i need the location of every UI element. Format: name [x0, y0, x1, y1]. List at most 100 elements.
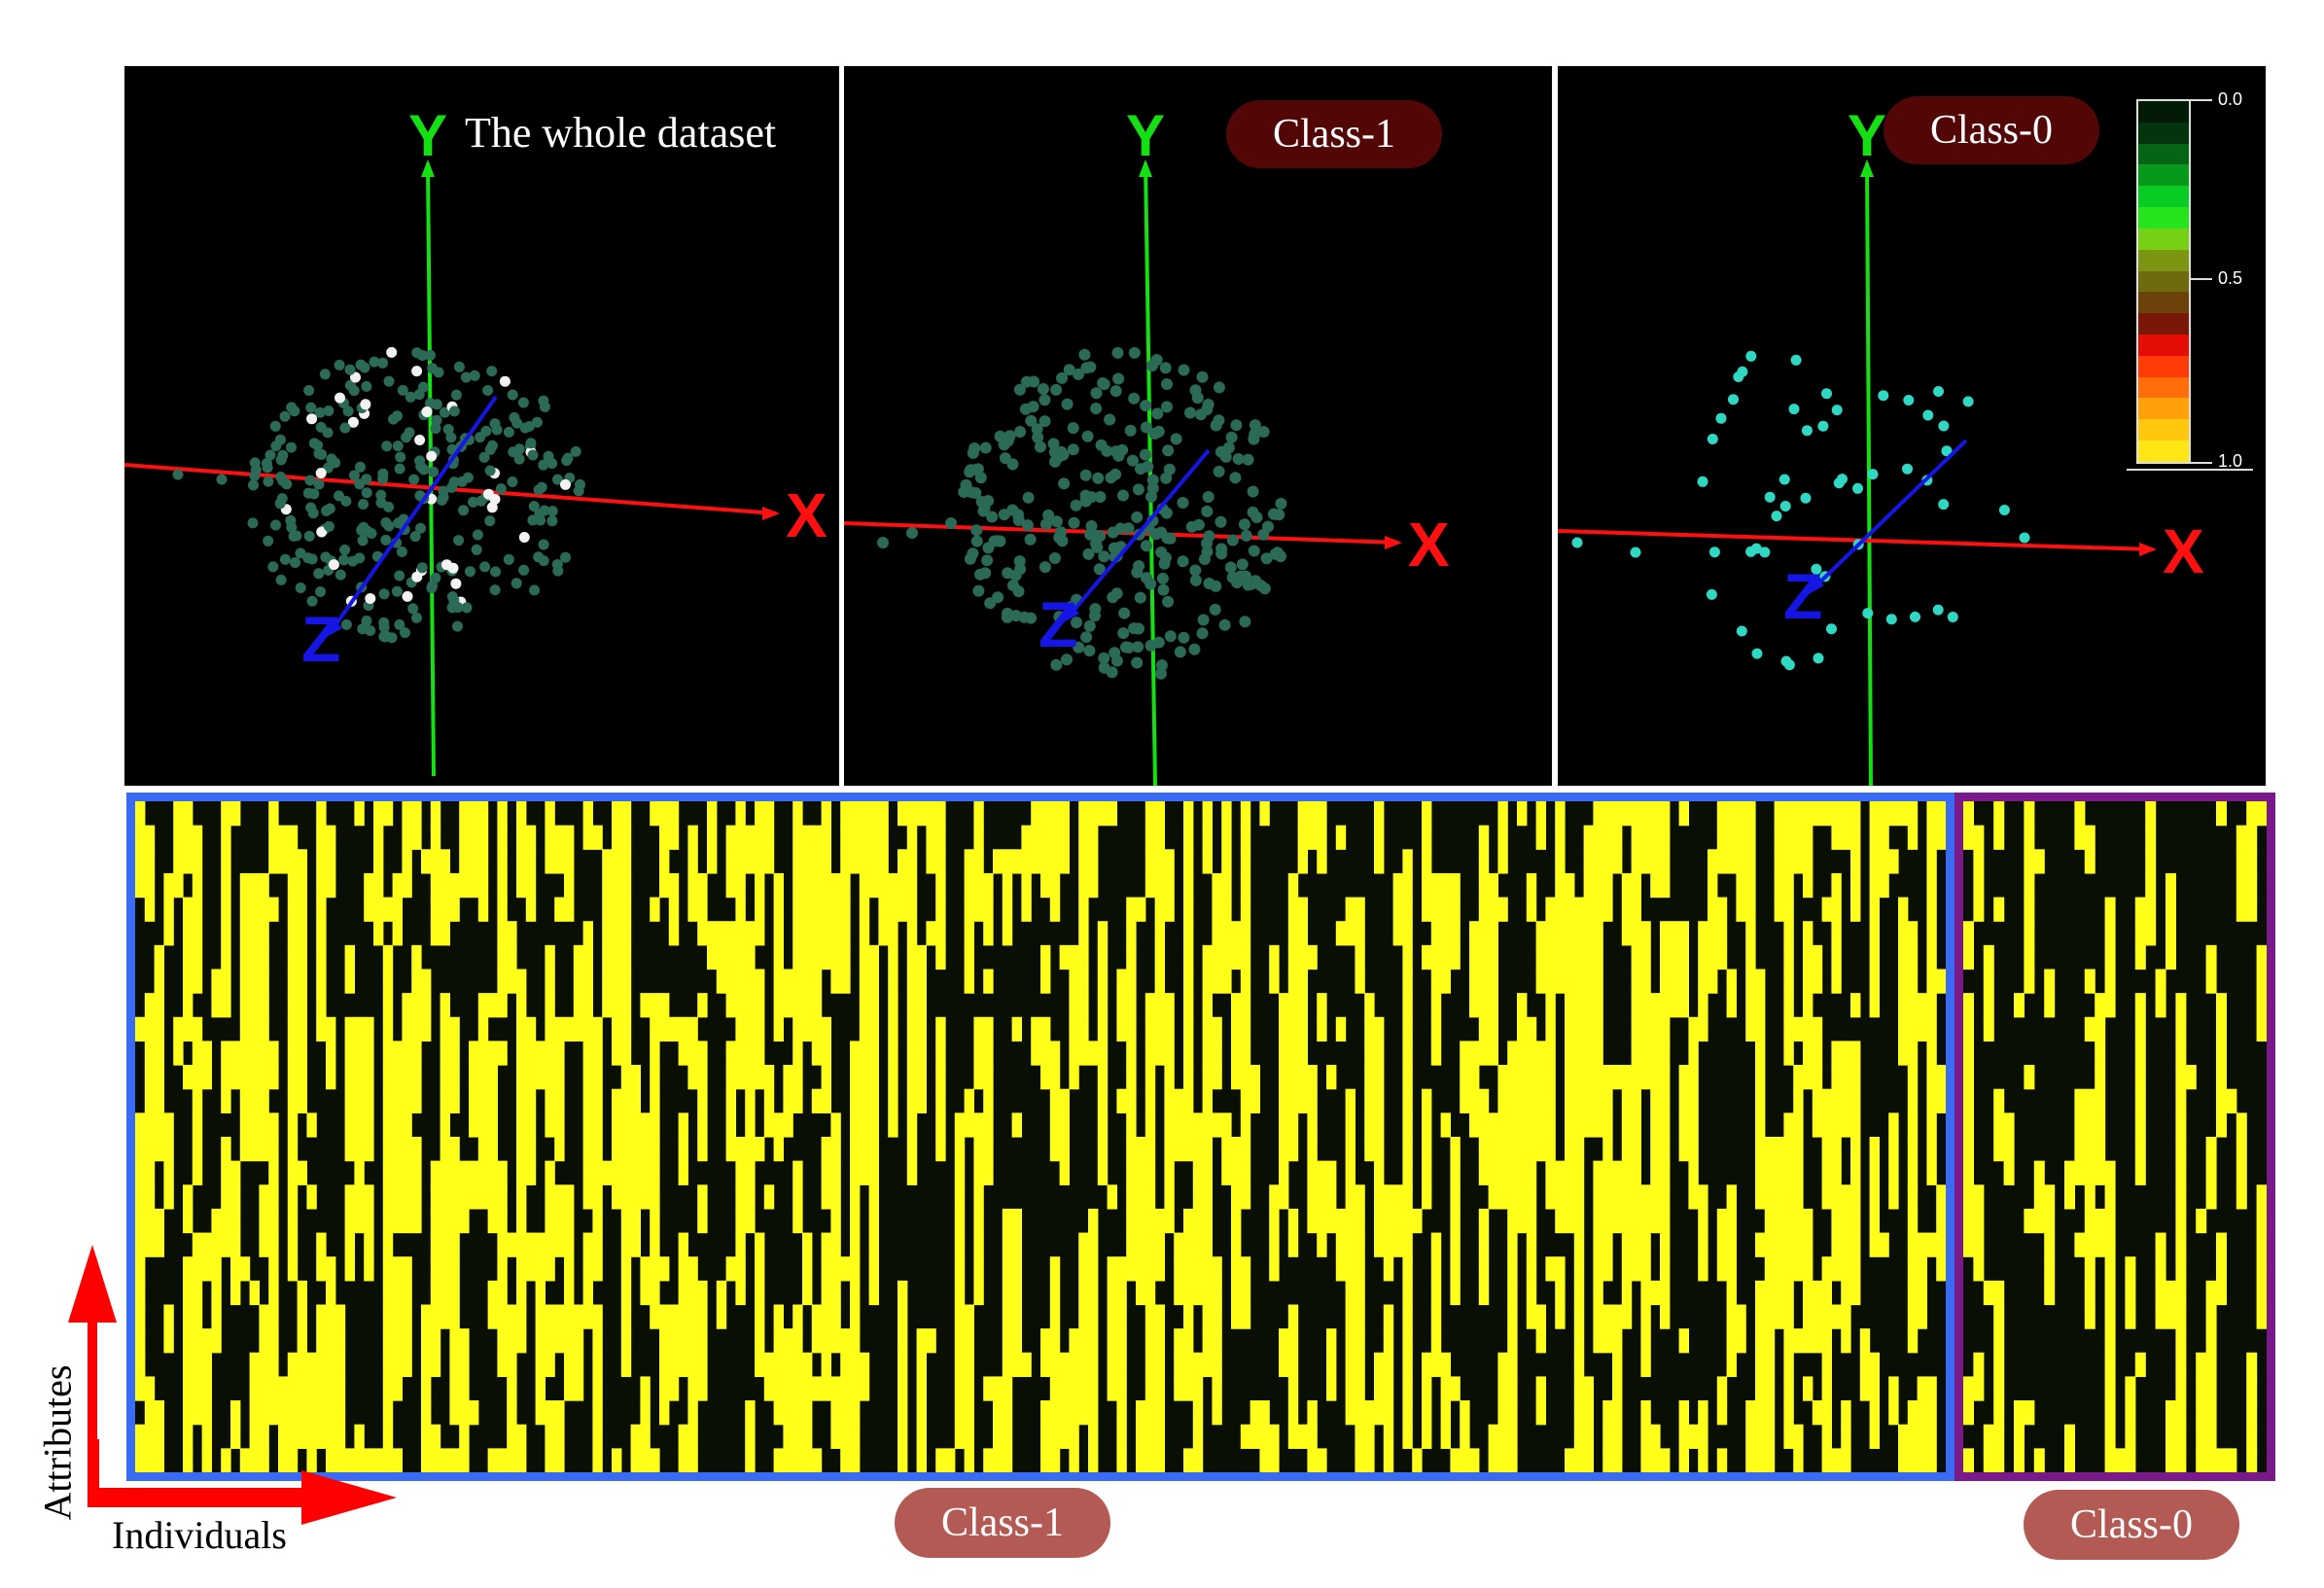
heatmap-cell: [1736, 801, 1746, 827]
heatmap-cell: [678, 1137, 688, 1162]
heatmap-cell: [1517, 1208, 1528, 1234]
heatmap-cell: [192, 1088, 203, 1113]
heatmap-cell: [183, 1065, 194, 1090]
heatmap-cell: [1059, 801, 1070, 827]
heatmap-cell: [173, 1041, 184, 1066]
data-point: [383, 375, 395, 387]
heatmap-cell: [1879, 825, 1889, 850]
heatmap-cell: [1136, 1137, 1146, 1162]
data-point: [378, 588, 390, 600]
heatmap-cell: [1144, 1280, 1156, 1306]
heatmap-cell: [497, 825, 508, 850]
heatmap-cell: [192, 1376, 203, 1401]
heatmap-cell: [421, 993, 432, 1018]
heatmap-cell: [2074, 825, 2086, 850]
data-point: [1114, 522, 1127, 535]
heatmap-cell: [1926, 1088, 1937, 1113]
heatmap-cell: [1345, 1400, 1356, 1426]
heatmap-cell: [230, 1400, 241, 1426]
heatmap-cell: [1488, 897, 1498, 922]
heatmap-cell: [1240, 1184, 1251, 1210]
heatmap-cell: [1793, 1112, 1804, 1138]
heatmap-cell: [2175, 1112, 2187, 1138]
heatmap-cell: [725, 1088, 736, 1113]
heatmap-cell: [278, 1424, 289, 1449]
heatmap-cell: [2205, 1304, 2217, 1329]
heatmap-cell: [1049, 1088, 1061, 1113]
heatmap-cell: [259, 1041, 269, 1066]
data-point: [1128, 346, 1141, 359]
heatmap-cell: [1231, 1256, 1242, 1282]
heatmap-cell: [678, 1016, 688, 1042]
heatmap-cell: [1517, 1160, 1528, 1185]
heatmap-cell: [1963, 944, 1974, 970]
heatmap-cell: [163, 1328, 174, 1354]
heatmap-cell: [1660, 1256, 1671, 1282]
heatmap-cell: [1144, 1088, 1156, 1113]
data-point: [1028, 375, 1040, 388]
heatmap-cell: [1726, 1280, 1737, 1306]
data-point: [1947, 612, 1958, 622]
heatmap-cell: [477, 1065, 489, 1090]
heatmap-cell: [1926, 801, 1937, 827]
heatmap-cell: [2104, 1424, 2116, 1449]
heatmap-cell: [1231, 1065, 1242, 1090]
heatmap-cell: [906, 801, 918, 827]
heatmap-cell: [306, 1400, 317, 1426]
heatmap-cell: [316, 1328, 327, 1354]
heatmap-cell: [1250, 1424, 1260, 1449]
heatmap-cell: [906, 825, 918, 850]
heatmap-cell: [1374, 1160, 1385, 1185]
data-point: [1107, 591, 1119, 604]
data-point: [1158, 557, 1171, 570]
heatmap-cell: [973, 1256, 984, 1282]
heatmap-cell: [1631, 1232, 1641, 1257]
heatmap-cell: [373, 872, 384, 899]
heatmap-cell: [2246, 1352, 2258, 1378]
heatmap-cell: [1726, 801, 1737, 827]
heatmap-cell: [821, 1256, 831, 1282]
heatmap-cell: [1221, 825, 1232, 850]
data-point: [377, 468, 389, 479]
heatmap-cell: [1488, 944, 1498, 970]
heatmap-cell: [859, 1016, 870, 1042]
heatmap-cell: [906, 1112, 918, 1138]
heatmap-cell: [1374, 1088, 1385, 1113]
heatmap-cell: [668, 921, 680, 946]
heatmap-cell: [1660, 1112, 1671, 1138]
heatmap-cell: [735, 1208, 746, 1234]
heatmap-cell: [135, 1256, 146, 1282]
heatmap-cell: [440, 1088, 450, 1113]
heatmap-cell: [1812, 1016, 1823, 1042]
heatmap-cell: [525, 1256, 537, 1282]
heatmap-cell: [1002, 1328, 1013, 1354]
heatmap-cell: [2256, 1304, 2267, 1329]
heatmap-cell: [630, 1424, 641, 1449]
heatmap-cell: [2084, 1160, 2095, 1185]
heatmap-cell: [1850, 849, 1861, 874]
heatmap-cell: [612, 1160, 622, 1185]
data-point: [1224, 561, 1237, 574]
heatmap-cell: [1631, 993, 1641, 1018]
heatmap-cell: [564, 825, 575, 850]
heatmap-cell: [1069, 1065, 1079, 1090]
heatmap-cell: [582, 993, 593, 1018]
heatmap-cell: [1535, 825, 1546, 850]
heatmap-cell: [1002, 1256, 1013, 1282]
heatmap-cell: [154, 1016, 164, 1042]
data-point: [1053, 611, 1066, 623]
heatmap-cell: [898, 801, 908, 827]
heatmap-cell: [1287, 1112, 1299, 1138]
heatmap-cell: [1640, 1304, 1651, 1329]
heatmap-cell: [459, 1160, 470, 1185]
heatmap-cell: [154, 1400, 164, 1426]
heatmap-cell: [1812, 1280, 1823, 1306]
colorbar-swatch: [2138, 376, 2189, 399]
heatmap-cell: [582, 969, 593, 994]
heatmap-cell: [2246, 1424, 2258, 1449]
heatmap-cell: [859, 944, 870, 970]
heatmap-cell: [1192, 1376, 1204, 1401]
heatmap-cell: [1040, 1424, 1051, 1449]
heatmap-cell: [449, 1137, 460, 1162]
colorbar-swatch: [2138, 398, 2189, 420]
